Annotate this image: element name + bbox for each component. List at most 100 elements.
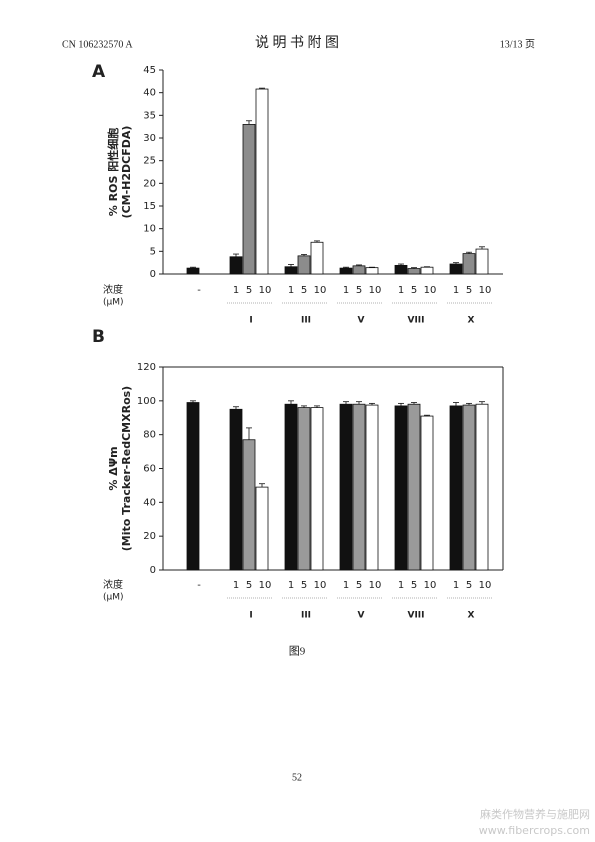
bar (420, 415, 434, 571)
y-tick-label: 20 (143, 531, 156, 542)
y-tick-label: 0 (150, 565, 156, 576)
y-tick-label: 25 (143, 156, 156, 167)
bar (365, 267, 379, 275)
y-tick-label: 120 (137, 362, 156, 373)
doc-number: CN 106232570 A (62, 39, 133, 50)
bar (242, 124, 256, 275)
bar (475, 403, 489, 571)
dose-label: 1 (453, 285, 459, 296)
dose-label: 10 (479, 580, 492, 591)
y-axis-label: % ΔΨm (107, 446, 120, 490)
dose-label: 1 (398, 580, 404, 591)
bar (310, 241, 324, 275)
y-tick-label: 10 (143, 224, 156, 235)
bar (394, 264, 408, 275)
dose-label: 5 (246, 580, 252, 591)
y-tick-label: 40 (143, 88, 156, 99)
x-axis-label: 浓度 (103, 283, 123, 296)
group-label: V (358, 316, 365, 326)
dose-label: 5 (301, 580, 307, 591)
dose-label: 10 (479, 285, 492, 296)
dose-label: 10 (369, 580, 382, 591)
dose-label: 5 (466, 285, 472, 296)
watermark: 麻类作物营养与施肥网 (480, 807, 590, 821)
dose-label: 10 (424, 580, 437, 591)
y-axis-label: (CM-H2DCFDA) (120, 126, 133, 219)
bar (352, 403, 366, 571)
bar (229, 408, 243, 571)
bar (255, 486, 269, 571)
x-axis-label: (μM) (103, 298, 124, 308)
group-label: V (358, 611, 365, 621)
bar (449, 405, 463, 571)
y-tick-label: 20 (143, 178, 156, 189)
bar (394, 405, 408, 571)
dose-label: 1 (453, 580, 459, 591)
dose-label: 10 (259, 285, 272, 296)
y-tick-label: 60 (143, 464, 156, 475)
dose-label: 5 (411, 580, 417, 591)
panel-label: B (92, 327, 105, 347)
group-label: I (249, 611, 252, 621)
dose-label: 5 (246, 285, 252, 296)
y-tick-label: 80 (143, 430, 156, 441)
bar (449, 263, 463, 275)
dose-label: 5 (301, 285, 307, 296)
y-tick-label: 5 (150, 246, 156, 257)
y-tick-label: 40 (143, 497, 156, 508)
control-label: - (197, 580, 201, 591)
y-tick-label: 100 (137, 396, 156, 407)
panel-label: A (92, 62, 106, 82)
y-axis-label: % ROS 阳性细胞 (106, 128, 120, 216)
group-label: VIII (407, 611, 424, 621)
dose-label: 10 (314, 580, 327, 591)
bar (475, 248, 489, 275)
bar (407, 403, 421, 571)
dose-label: 10 (314, 285, 327, 296)
bar (352, 265, 366, 275)
page-number: 52 (292, 772, 302, 783)
x-axis-label: 浓度 (103, 578, 123, 591)
bar (186, 402, 200, 571)
control-label: - (197, 285, 201, 296)
y-tick-label: 30 (143, 133, 156, 144)
header-title: 说 明 书 附 图 (255, 35, 339, 51)
dose-label: 5 (356, 285, 362, 296)
bar (365, 404, 379, 571)
watermark: www.fibercrops.com (479, 824, 590, 837)
bar (462, 253, 476, 275)
bar (339, 403, 353, 571)
bar (420, 266, 434, 275)
y-tick-label: 35 (143, 110, 156, 121)
group-label: III (301, 316, 311, 326)
dose-label: 5 (356, 580, 362, 591)
dose-label: 10 (424, 285, 437, 296)
dose-label: 1 (343, 580, 349, 591)
bar (462, 404, 476, 571)
dose-label: 5 (466, 580, 472, 591)
group-label: X (468, 611, 475, 621)
bar (339, 267, 353, 275)
group-label: I (249, 316, 252, 326)
y-tick-label: 45 (143, 65, 156, 76)
dose-label: 1 (233, 580, 239, 591)
dose-label: 10 (259, 580, 272, 591)
y-tick-label: 15 (143, 201, 156, 212)
dose-label: 1 (288, 580, 294, 591)
bar (297, 255, 311, 275)
y-tick-label: 0 (150, 269, 156, 280)
bar (297, 407, 311, 571)
group-label: VIII (407, 316, 424, 326)
bar (284, 266, 298, 275)
dose-label: 1 (343, 285, 349, 296)
x-axis-label: (μM) (103, 593, 124, 603)
dose-label: 5 (411, 285, 417, 296)
bar (255, 88, 269, 275)
bar (229, 256, 243, 275)
bar (284, 403, 298, 571)
figure-caption: 图9 (289, 645, 306, 658)
bar (310, 407, 324, 571)
page-count: 13/13 页 (500, 38, 535, 50)
